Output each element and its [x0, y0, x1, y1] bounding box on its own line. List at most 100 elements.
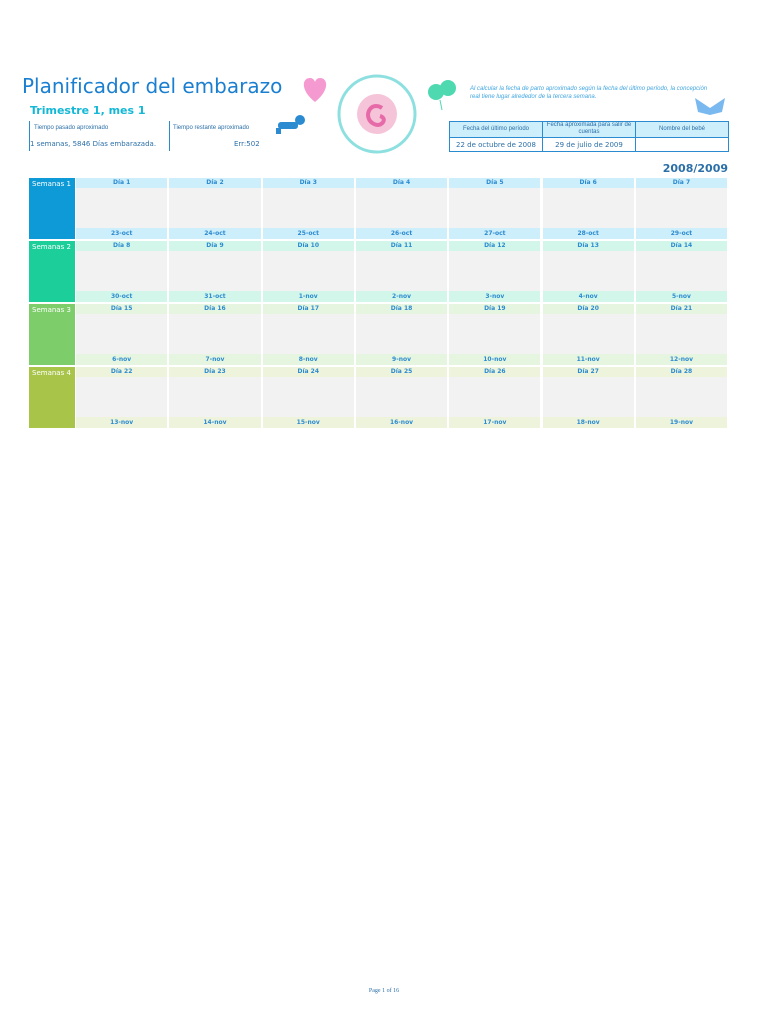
day-date: 19-nov [635, 417, 728, 428]
footer: Page 1 of 16 [368, 988, 400, 994]
day-body [355, 188, 448, 228]
day-body [76, 377, 168, 417]
subtitle: Trimestre 1, mes 1 [30, 104, 146, 117]
day-label: Día 6 [542, 178, 634, 188]
day-label: Día 5 [449, 178, 541, 188]
day-body [169, 377, 261, 417]
day-body [449, 377, 541, 417]
day-body [635, 314, 728, 354]
day-date: 28-oct [542, 228, 634, 239]
day-label: Día 8 [76, 241, 168, 251]
day-label: Día 19 [449, 304, 541, 314]
circle-frame [337, 74, 417, 154]
summary-box [169, 121, 265, 151]
day-label: Día 24 [262, 367, 354, 377]
baby-icon [276, 115, 305, 134]
info-header: Fecha aproximada para salir de cuentas [543, 122, 636, 137]
day-label: Día 18 [355, 304, 448, 314]
day-date: 1-nov [262, 291, 354, 302]
summary-value: 1 semanas, 5846 Días embarazada. [30, 140, 157, 148]
calendar: Semanas 1 Día 1 23-oct Día 2 24-oct Día 3 25-o… [29, 178, 729, 430]
day-date: 12-nov [635, 354, 728, 365]
day-date: 25-oct [262, 228, 354, 239]
day-body [355, 314, 448, 354]
day-label: Día 3 [262, 178, 354, 188]
decorations [276, 74, 725, 154]
day-body [262, 188, 354, 228]
week-label: Semanas 1 [29, 178, 75, 239]
summary-value: Err:502 [234, 140, 260, 148]
day-label: Día 22 [76, 367, 168, 377]
day-label: Día 28 [635, 367, 728, 377]
day-date: 2-nov [355, 291, 448, 302]
day-label: Día 17 [262, 304, 354, 314]
info-value [636, 137, 728, 151]
day-label: Día 10 [262, 241, 354, 251]
day-date: 8-nov [262, 354, 354, 365]
day-label: Día 7 [635, 178, 728, 188]
day-label: Día 21 [635, 304, 728, 314]
day-body [635, 188, 728, 228]
day-body [635, 377, 728, 417]
day-body [169, 251, 261, 291]
day-date: 11-nov [542, 354, 634, 365]
day-date: 29-oct [635, 228, 728, 239]
day-label: Día 11 [355, 241, 448, 251]
day-label: Día 14 [635, 241, 728, 251]
day-date: 23-oct [76, 228, 168, 239]
day-label: Día 16 [169, 304, 261, 314]
day-date: 14-nov [169, 417, 261, 428]
day-date: 9-nov [355, 354, 448, 365]
heart-icon [303, 78, 327, 102]
embryo-shape [366, 104, 386, 127]
week-label: Semanas 3 [29, 304, 75, 365]
butterfly-icon [695, 98, 725, 115]
day-date: 16-nov [355, 417, 448, 428]
day-date: 5-nov [635, 291, 728, 302]
day-label: Día 25 [355, 367, 448, 377]
day-date: 24-oct [169, 228, 261, 239]
summary-label: Tiempo pasado aproximado [34, 125, 109, 131]
day-body [262, 251, 354, 291]
note: Al calcular la fecha de parto aproximado… [470, 86, 708, 100]
day-date: 13-nov [76, 417, 168, 428]
balloons-icon [428, 80, 456, 111]
day-body [355, 377, 448, 417]
info-table: Fecha del último período Fecha aproximad… [449, 121, 729, 152]
summary-label: Tiempo restante aproximado [173, 125, 250, 131]
day-date: 17-nov [449, 417, 541, 428]
day-date: 3-nov [449, 291, 541, 302]
day-label: Día 13 [542, 241, 634, 251]
day-body [449, 188, 541, 228]
day-body [635, 251, 728, 291]
embryo [357, 94, 397, 134]
day-date: 7-nov [169, 354, 261, 365]
info-header: Nombre del bebé [636, 122, 728, 137]
info-value: 22 de octubre de 2008 [450, 137, 543, 151]
day-label: Día 2 [169, 178, 261, 188]
day-body [542, 314, 634, 354]
info-value: 29 de julio de 2009 [543, 137, 636, 151]
day-label: Día 12 [449, 241, 541, 251]
day-label: Día 20 [542, 304, 634, 314]
week-label: Semanas 2 [29, 241, 75, 302]
info-header: Fecha del último período [450, 122, 543, 137]
day-body [76, 251, 168, 291]
day-date: 4-nov [542, 291, 634, 302]
day-label: Día 9 [169, 241, 261, 251]
day-body [262, 377, 354, 417]
day-label: Día 23 [169, 367, 261, 377]
day-date: 26-oct [355, 228, 448, 239]
day-body [449, 251, 541, 291]
day-label: Día 27 [542, 367, 634, 377]
day-body [449, 314, 541, 354]
day-body [542, 188, 634, 228]
day-date: 18-nov [542, 417, 634, 428]
day-body [169, 188, 261, 228]
day-label: Día 1 [76, 178, 168, 188]
year: 2008/2009 [662, 162, 728, 175]
day-body [262, 314, 354, 354]
day-date: 30-oct [76, 291, 168, 302]
day-body [542, 251, 634, 291]
